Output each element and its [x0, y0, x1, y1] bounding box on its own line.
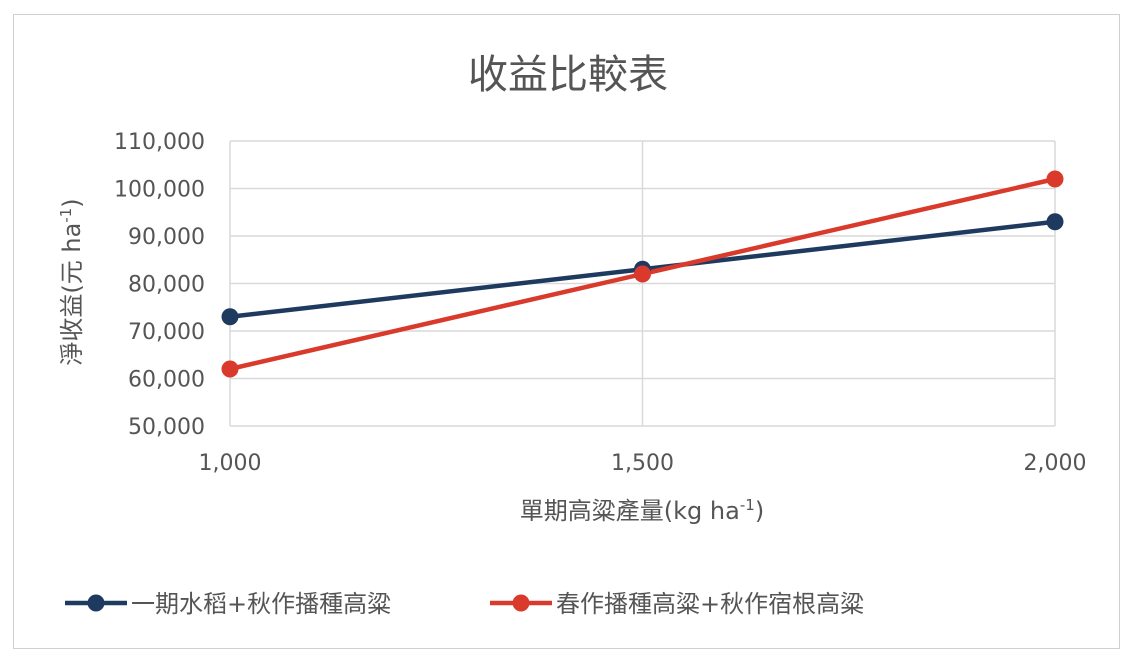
series-1-point — [221, 308, 239, 326]
y-tick-label: 100,000 — [114, 178, 205, 203]
x-tick-label: 2,000 — [1024, 451, 1087, 476]
y-tick-label: 70,000 — [128, 320, 205, 345]
legend-label-2: 春作播種高粱+秋作宿根高粱 — [556, 590, 864, 618]
x-axis-tick-labels: 1,000 1,500 2,000 — [199, 451, 1087, 476]
legend-swatch-marker — [512, 594, 530, 612]
x-axis-title: 單期高粱產量(kg ha-1) — [520, 496, 764, 525]
y-axis-title: 淨收益(元 ha-1) — [57, 198, 86, 365]
gridlines — [229, 140, 1056, 427]
chart-title: 收益比較表 — [468, 52, 668, 98]
series-markers — [221, 170, 1064, 378]
legend-swatch-marker — [87, 594, 105, 612]
series-2-point — [221, 360, 239, 378]
series-2-point — [1046, 170, 1064, 188]
series-1-point — [1046, 213, 1064, 231]
series-2-point — [634, 265, 651, 283]
y-tick-label: 90,000 — [128, 225, 205, 250]
x-tick-label: 1,000 — [199, 451, 262, 476]
y-tick-label: 110,000 — [114, 130, 205, 155]
y-tick-label: 60,000 — [128, 368, 205, 393]
y-tick-label: 80,000 — [128, 273, 205, 298]
x-tick-label: 1,500 — [611, 451, 674, 476]
legend-label-1: 一期水稻+秋作播種高粱 — [131, 590, 391, 618]
legend: 一期水稻+秋作播種高粱 春作播種高粱+秋作宿根高粱 — [65, 590, 864, 618]
y-axis-tick-labels: 50,000 60,000 70,000 80,000 90,000 100,000 110… — [114, 130, 205, 440]
y-tick-label: 50,000 — [128, 415, 205, 440]
